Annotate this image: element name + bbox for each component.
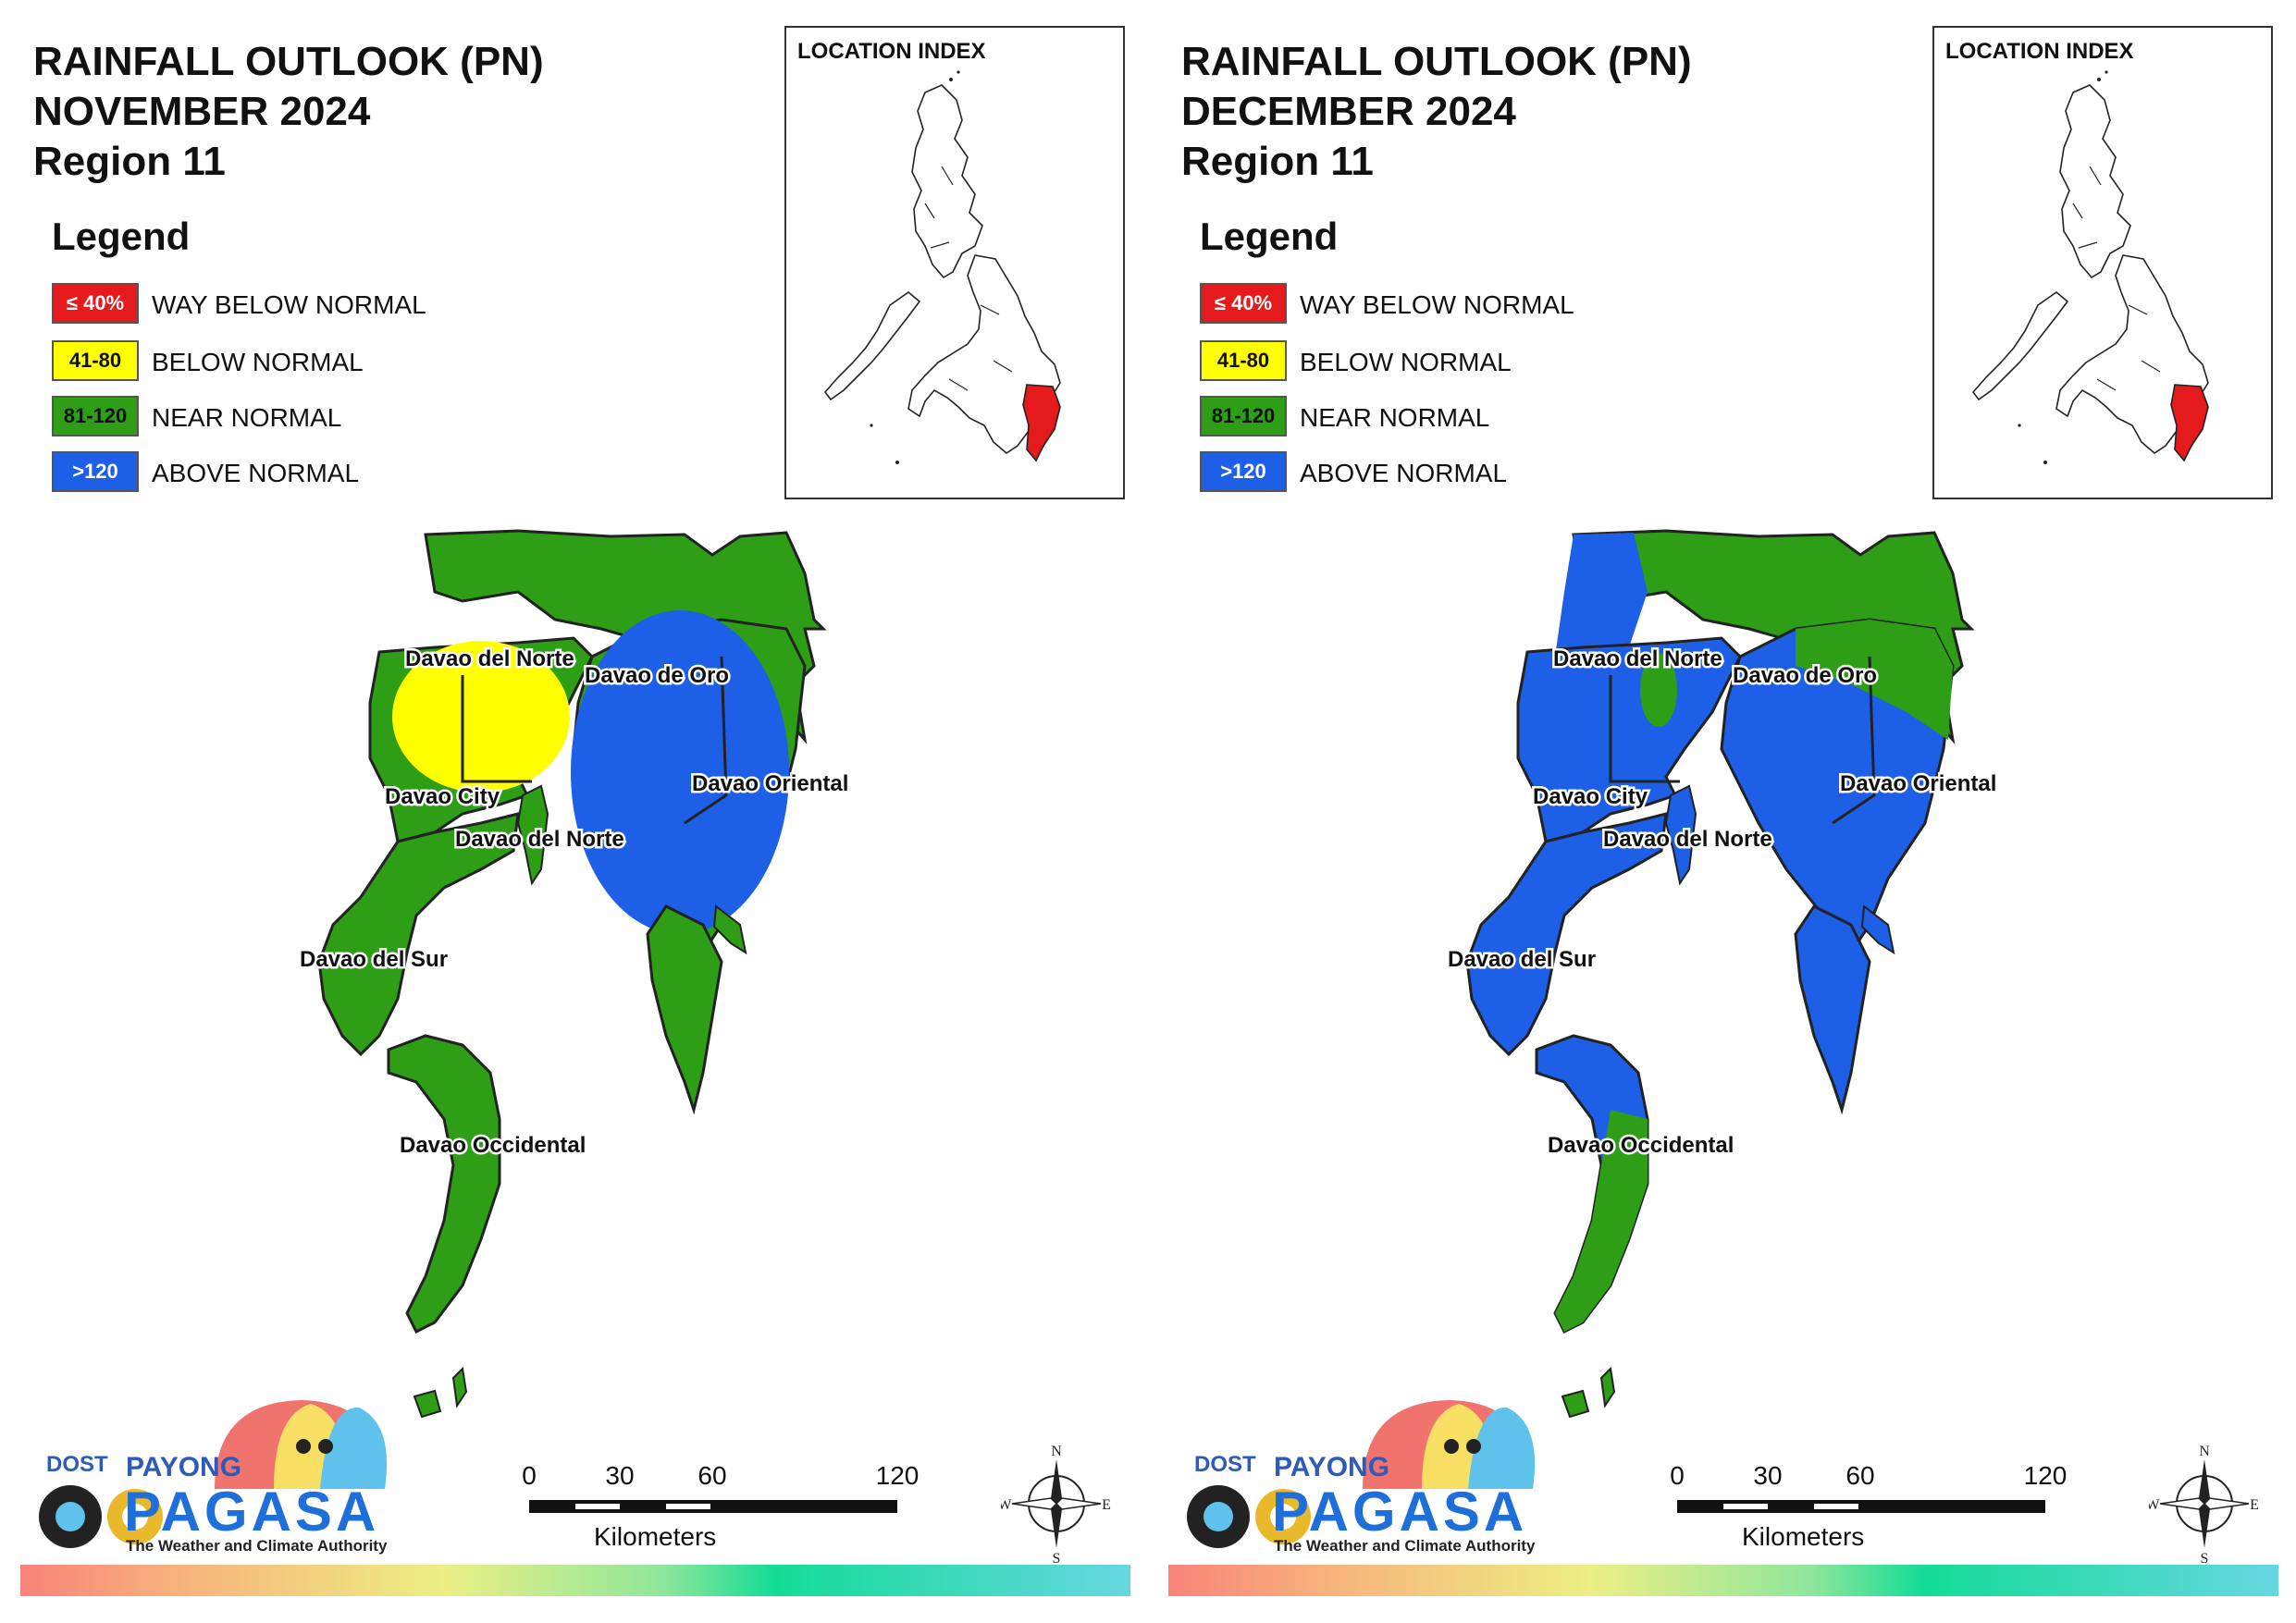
region-map: Davao del Norte Davao de Oro Davao Orien… [0, 518, 925, 1447]
legend-swatch: >120 [52, 451, 139, 492]
pagasa-umbrella-icon [39, 1400, 388, 1548]
legend-swatch: 41-80 [1200, 340, 1287, 381]
label-davao-city: Davao City [385, 784, 500, 809]
compass-w: W [2149, 1497, 2160, 1513]
label-davao-occidental: Davao Occidental [1548, 1133, 1734, 1158]
fill-west [392, 641, 570, 793]
legend-label: ABOVE NORMAL [152, 459, 360, 487]
compass-s: S [2201, 1551, 2209, 1563]
region-map-svg: Davao del Norte Davao de Oro Davao Orien… [1446, 529, 1999, 1419]
region-map-svg: Davao del Norte Davao de Oro Davao Orien… [298, 529, 851, 1419]
fill-east [571, 610, 789, 934]
legend-swatch: 41-80 [52, 340, 139, 381]
compass-n: N [2199, 1444, 2210, 1459]
label-davao-del-sur: Davao del Sur [300, 947, 448, 972]
legend-label: ABOVE NORMAL [1300, 459, 1508, 487]
logo-brand-top: PAYONG [126, 1452, 242, 1482]
compass-s: S [1053, 1551, 1061, 1563]
compass-n: N [1051, 1444, 1062, 1459]
logo-tagline: The Weather and Climate Authority [1274, 1537, 1536, 1555]
legend-label: NEAR NORMAL [152, 403, 342, 432]
legend-heading: Legend [52, 215, 191, 258]
scale-bar: 0 30 60 120 Kilometers [1666, 1461, 2073, 1563]
logo-tagline: The Weather and Climate Authority [126, 1537, 388, 1555]
scale-tick: 0 [522, 1461, 537, 1490]
location-index-title: LOCATION INDEX [1945, 39, 2134, 64]
legend-swatch: ≤ 40% [52, 283, 139, 324]
philippines-outline-icon [823, 70, 1061, 464]
legend-swatch: 81-120 [1200, 396, 1287, 436]
logo-brand-main: PAGASA [1272, 1481, 1528, 1543]
scale-tick: 30 [1753, 1461, 1783, 1490]
label-davao-city: Davao City [1533, 784, 1648, 809]
scale-bar-track [1677, 1500, 2045, 1513]
label-davao-de-oro: Davao de Oro [585, 663, 729, 688]
legend-label: WAY BELOW NORMAL [152, 290, 426, 319]
panel-december: RAINFALL OUTLOOK (PN) DECEMBER 2024 Regi… [1148, 0, 2296, 1623]
title-line-month: DECEMBER 2024 [1181, 89, 1516, 134]
legend-label: NEAR NORMAL [1300, 403, 1490, 432]
label-davao-del-norte: Davao del Norte [405, 646, 574, 671]
footer-gradient-strip [1168, 1565, 2278, 1596]
label-davao-del-norte-2: Davao del Norte [1603, 827, 1772, 852]
legend-swatch: >120 [1200, 451, 1287, 492]
compass-rose-icon: N S W E [2145, 1443, 2260, 1567]
legend-heading: Legend [1200, 215, 1339, 258]
logo-agency: DOST [1194, 1452, 1256, 1477]
title-line-region: Region 11 [1181, 139, 1374, 184]
legend-label: WAY BELOW NORMAL [1300, 290, 1574, 319]
scale-bar-track [529, 1500, 897, 1513]
title-line-outlook: RAINFALL OUTLOOK (PN) [33, 39, 544, 84]
scale-unit: Kilometers [594, 1522, 717, 1551]
location-index: LOCATION INDEX [1932, 26, 2273, 499]
compass-rose-icon: N S W E [997, 1443, 1112, 1567]
scale-tick: 120 [875, 1461, 920, 1490]
logo-brand-top: PAYONG [1274, 1452, 1390, 1482]
scale-tick: 30 [605, 1461, 635, 1490]
compass-e: E [1102, 1497, 1111, 1513]
label-davao-de-oro: Davao de Oro [1733, 663, 1877, 688]
panel-november: RAINFALL OUTLOOK (PN) NOVEMBER 2024 Regi… [0, 26, 1130, 1596]
location-index-title: LOCATION INDEX [797, 39, 986, 64]
scale-tick: 60 [1845, 1461, 1875, 1490]
legend-label: BELOW NORMAL [152, 348, 364, 376]
pagasa-logo: DOST PAYONG PAGASA The Weather and Clima… [1181, 1387, 1542, 1563]
label-davao-del-norte-2: Davao del Norte [455, 827, 624, 852]
label-davao-oriental: Davao Oriental [1840, 771, 1996, 796]
legend-swatch: ≤ 40% [1200, 283, 1287, 324]
logo-agency: DOST [46, 1452, 108, 1477]
label-davao-occidental: Davao Occidental [400, 1133, 586, 1158]
compass-e: E [2250, 1497, 2259, 1513]
title-line-month: NOVEMBER 2024 [33, 89, 371, 134]
scale-tick: 0 [1670, 1461, 1685, 1490]
label-davao-oriental: Davao Oriental [692, 771, 848, 796]
philippines-outline-icon [1971, 70, 2209, 464]
scale-tick: 120 [2023, 1461, 2068, 1490]
scale-bar: 0 30 60 120 Kilometers [518, 1461, 925, 1563]
logo-brand-main: PAGASA [124, 1481, 380, 1543]
pagasa-logo: DOST PAYONG PAGASA The Weather and Clima… [33, 1387, 394, 1563]
scale-unit: Kilometers [1742, 1522, 1865, 1551]
location-index: LOCATION INDEX [784, 26, 1125, 499]
compass-w: W [1001, 1497, 1012, 1513]
map-title: RAINFALL OUTLOOK (PN) NOVEMBER 2024 Regi… [33, 37, 544, 187]
title-line-outlook: RAINFALL OUTLOOK (PN) [1181, 39, 1692, 84]
legend-label: BELOW NORMAL [1300, 348, 1512, 376]
label-davao-del-norte: Davao del Norte [1553, 646, 1722, 671]
label-davao-del-sur: Davao del Sur [1448, 947, 1596, 972]
map-title: RAINFALL OUTLOOK (PN) DECEMBER 2024 Regi… [1181, 37, 1692, 187]
footer-gradient-strip [20, 1565, 1130, 1596]
scale-tick: 60 [697, 1461, 727, 1490]
region-map: Davao del Norte Davao de Oro Davao Orien… [1148, 518, 2073, 1447]
title-line-region: Region 11 [33, 139, 226, 184]
pagasa-umbrella-icon [1187, 1400, 1536, 1548]
legend-swatch: 81-120 [52, 396, 139, 436]
